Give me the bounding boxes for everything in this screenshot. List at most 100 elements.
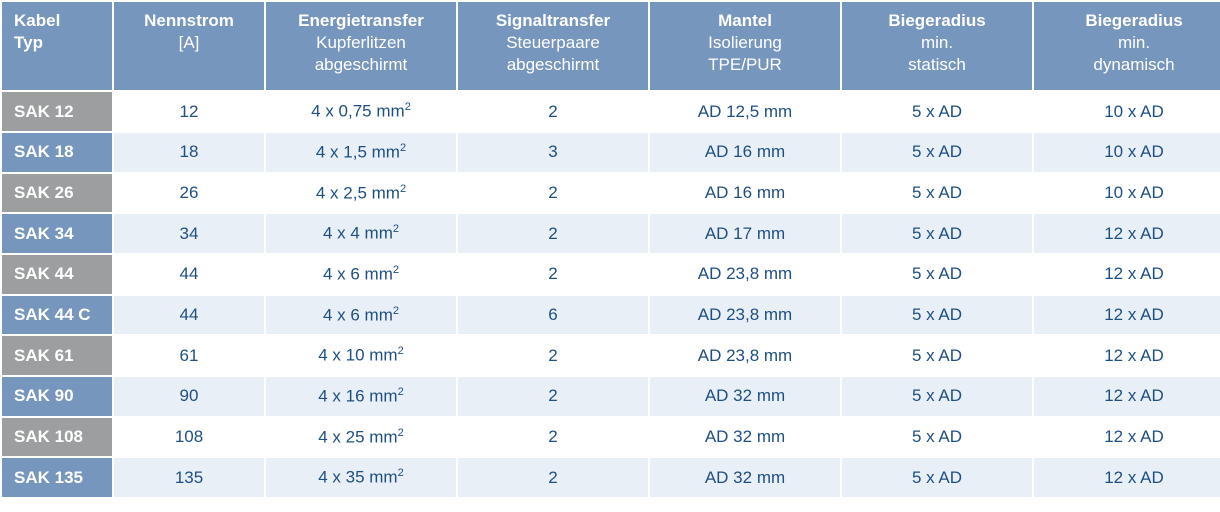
cell-energietransfer: 4 x 16 mm2 <box>266 377 456 416</box>
cell-kabel-typ: SAK 44 C <box>2 296 112 335</box>
cell-kabel-typ: SAK 61 <box>2 336 112 375</box>
table-row: SAK 34344 x 4 mm22AD 17 mm5 x AD12 x AD <box>2 214 1220 253</box>
col-header-energietransfer: Energietransfer Kupferlitzen abgeschirmt <box>266 2 456 90</box>
cell-kabel-typ: SAK 12 <box>2 92 112 131</box>
cell-energietransfer: 4 x 25 mm2 <box>266 418 456 457</box>
cell-biegeradius-dynamisch: 12 x AD <box>1034 336 1220 375</box>
col-header-biegeradius-dynamisch: Biegeradius min. dynamisch <box>1034 2 1220 90</box>
cell-biegeradius-statisch: 5 x AD <box>842 214 1032 253</box>
cell-biegeradius-dynamisch: 12 x AD <box>1034 296 1220 335</box>
cell-energietransfer: 4 x 2,5 mm2 <box>266 174 456 213</box>
cell-biegeradius-dynamisch: 12 x AD <box>1034 458 1220 497</box>
cell-signaltransfer: 2 <box>458 418 648 457</box>
table-row: SAK 90904 x 16 mm22AD 32 mm5 x AD12 x AD <box>2 377 1220 416</box>
cell-kabel-typ: SAK 18 <box>2 133 112 172</box>
col-header-main: Mantel <box>654 10 836 32</box>
col-header-sub2: abgeschirmt <box>270 54 452 76</box>
cell-energietransfer: 4 x 6 mm2 <box>266 255 456 294</box>
col-header-main: Biegeradius <box>846 10 1028 32</box>
col-header-nennstrom: Nennstrom [A] <box>114 2 264 90</box>
cell-biegeradius-dynamisch: 12 x AD <box>1034 214 1220 253</box>
col-header-sub2: dynamisch <box>1038 54 1220 76</box>
cell-signaltransfer: 2 <box>458 174 648 213</box>
col-header-main: Kabel <box>14 10 108 32</box>
cell-biegeradius-dynamisch: 10 x AD <box>1034 174 1220 213</box>
cell-kabel-typ: SAK 44 <box>2 255 112 294</box>
cell-biegeradius-statisch: 5 x AD <box>842 377 1032 416</box>
cell-kabel-typ: SAK 90 <box>2 377 112 416</box>
cell-biegeradius-dynamisch: 12 x AD <box>1034 418 1220 457</box>
table-row: SAK 61614 x 10 mm22AD 23,8 mm5 x AD12 x … <box>2 336 1220 375</box>
col-header-sub1: Typ <box>14 32 108 54</box>
cell-signaltransfer: 2 <box>458 214 648 253</box>
col-header-main: Nennstrom <box>118 10 260 32</box>
table-row: SAK 26264 x 2,5 mm22AD 16 mm5 x AD10 x A… <box>2 174 1220 213</box>
col-header-main: Signaltransfer <box>462 10 644 32</box>
cell-biegeradius-dynamisch: 10 x AD <box>1034 133 1220 172</box>
cell-biegeradius-statisch: 5 x AD <box>842 296 1032 335</box>
col-header-sub1: min. <box>1038 32 1220 54</box>
cell-mantel: AD 12,5 mm <box>650 92 840 131</box>
cell-mantel: AD 32 mm <box>650 418 840 457</box>
col-header-sub1: [A] <box>118 32 260 54</box>
cell-mantel: AD 32 mm <box>650 377 840 416</box>
cell-mantel: AD 23,8 mm <box>650 296 840 335</box>
cell-biegeradius-statisch: 5 x AD <box>842 418 1032 457</box>
cell-nennstrom: 26 <box>114 174 264 213</box>
cell-kabel-typ: SAK 26 <box>2 174 112 213</box>
cell-biegeradius-statisch: 5 x AD <box>842 458 1032 497</box>
cell-mantel: AD 16 mm <box>650 133 840 172</box>
cell-biegeradius-dynamisch: 12 x AD <box>1034 255 1220 294</box>
cell-signaltransfer: 2 <box>458 336 648 375</box>
cell-nennstrom: 34 <box>114 214 264 253</box>
cell-kabel-typ: SAK 135 <box>2 458 112 497</box>
col-header-sub1: Kupferlitzen <box>270 32 452 54</box>
col-header-sub2: abgeschirmt <box>462 54 644 76</box>
col-header-biegeradius-statisch: Biegeradius min. statisch <box>842 2 1032 90</box>
cell-biegeradius-statisch: 5 x AD <box>842 336 1032 375</box>
table-row: SAK 44 C444 x 6 mm26AD 23,8 mm5 x AD12 x… <box>2 296 1220 335</box>
cell-signaltransfer: 2 <box>458 92 648 131</box>
col-header-sub1: min. <box>846 32 1028 54</box>
cell-signaltransfer: 2 <box>458 255 648 294</box>
cell-energietransfer: 4 x 6 mm2 <box>266 296 456 335</box>
cell-mantel: AD 16 mm <box>650 174 840 213</box>
table-row: SAK 18184 x 1,5 mm23AD 16 mm5 x AD10 x A… <box>2 133 1220 172</box>
cell-nennstrom: 90 <box>114 377 264 416</box>
cell-biegeradius-statisch: 5 x AD <box>842 174 1032 213</box>
col-header-sub2: statisch <box>846 54 1028 76</box>
table-row: SAK 1081084 x 25 mm22AD 32 mm5 x AD12 x … <box>2 418 1220 457</box>
cell-nennstrom: 108 <box>114 418 264 457</box>
table-row: SAK 1351354 x 35 mm22AD 32 mm5 x AD12 x … <box>2 458 1220 497</box>
cable-spec-table: Kabel Typ Nennstrom [A] Energietransfer … <box>0 0 1220 499</box>
cell-kabel-typ: SAK 34 <box>2 214 112 253</box>
col-header-main: Biegeradius <box>1038 10 1220 32</box>
col-header-kabel-typ: Kabel Typ <box>2 2 112 90</box>
cell-nennstrom: 135 <box>114 458 264 497</box>
table-row: SAK 44444 x 6 mm22AD 23,8 mm5 x AD12 x A… <box>2 255 1220 294</box>
table-row: SAK 12124 x 0,75 mm22AD 12,5 mm5 x AD10 … <box>2 92 1220 131</box>
cell-mantel: AD 17 mm <box>650 214 840 253</box>
cell-signaltransfer: 2 <box>458 377 648 416</box>
col-header-sub2: TPE/PUR <box>654 54 836 76</box>
cell-nennstrom: 44 <box>114 255 264 294</box>
cell-energietransfer: 4 x 1,5 mm2 <box>266 133 456 172</box>
cell-signaltransfer: 2 <box>458 458 648 497</box>
cell-kabel-typ: SAK 108 <box>2 418 112 457</box>
cell-mantel: AD 32 mm <box>650 458 840 497</box>
cell-energietransfer: 4 x 35 mm2 <box>266 458 456 497</box>
cell-nennstrom: 44 <box>114 296 264 335</box>
cell-energietransfer: 4 x 0,75 mm2 <box>266 92 456 131</box>
cell-biegeradius-statisch: 5 x AD <box>842 255 1032 294</box>
cell-biegeradius-dynamisch: 10 x AD <box>1034 92 1220 131</box>
cell-biegeradius-dynamisch: 12 x AD <box>1034 377 1220 416</box>
cell-signaltransfer: 6 <box>458 296 648 335</box>
cell-signaltransfer: 3 <box>458 133 648 172</box>
col-header-signaltransfer: Signaltransfer Steuerpaare abgeschirmt <box>458 2 648 90</box>
col-header-main: Energietransfer <box>270 10 452 32</box>
cell-biegeradius-statisch: 5 x AD <box>842 92 1032 131</box>
col-header-mantel: Mantel Isolierung TPE/PUR <box>650 2 840 90</box>
table-body: SAK 12124 x 0,75 mm22AD 12,5 mm5 x AD10 … <box>2 92 1220 497</box>
cell-nennstrom: 12 <box>114 92 264 131</box>
cell-energietransfer: 4 x 4 mm2 <box>266 214 456 253</box>
